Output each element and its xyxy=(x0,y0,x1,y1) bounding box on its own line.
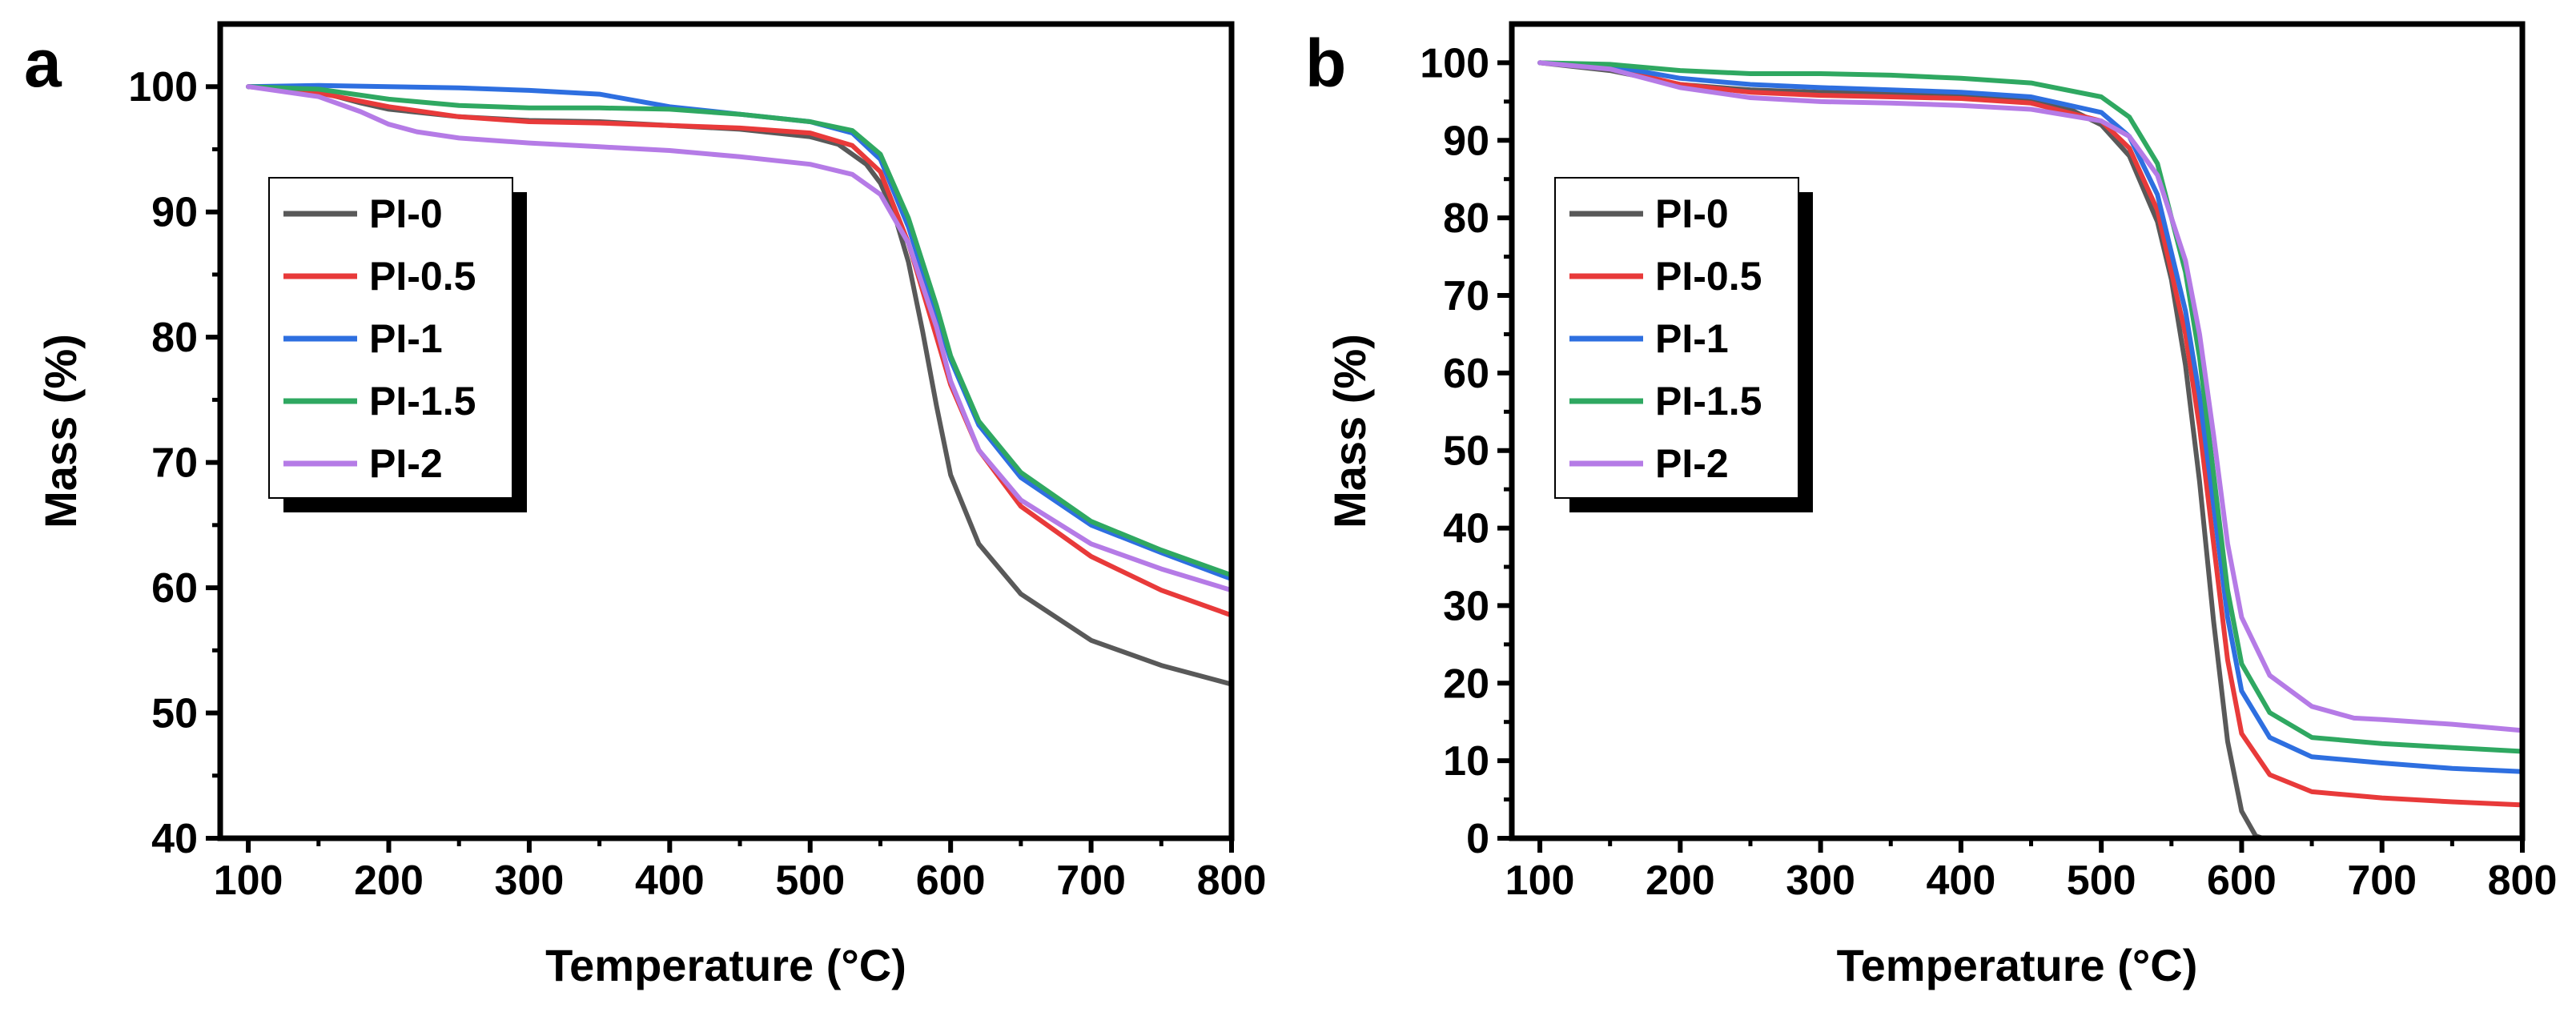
y-tick-label: 70 xyxy=(1443,273,1489,319)
x-tick-label: 500 xyxy=(775,857,845,904)
x-tick-label: 200 xyxy=(354,857,424,904)
legend: PI-0 PI-0.5 PI-1 PI-1.5 PI-2 xyxy=(1554,177,1813,512)
x-tick-label: 100 xyxy=(214,857,283,904)
legend: PI-0 PI-0.5 PI-1 PI-1.5 PI-2 xyxy=(268,177,527,512)
series-line-pi-1-5 xyxy=(246,84,1232,578)
x-tick-label: 600 xyxy=(2207,857,2277,904)
y-tick-label: 10 xyxy=(1443,738,1489,785)
legend-label: PI-0.5 xyxy=(1655,254,1762,299)
series-line-pi-1-5 xyxy=(1537,60,2522,754)
series-line-pi-0-5 xyxy=(246,84,1232,618)
x-axis-title: Temperature (°C) xyxy=(545,940,906,990)
series-line-pi-0-5 xyxy=(1537,60,2522,808)
x-tick-label: 800 xyxy=(1197,857,1267,904)
panel-a: 100 200 300 400 500 600 700 800 40 50 60 70 80 90 100 T… xyxy=(24,21,1267,990)
series-line-pi-0 xyxy=(1537,60,2265,838)
x-tick-label: 100 xyxy=(1505,857,1575,904)
x-axis-title: Temperature (°C) xyxy=(1837,940,2198,990)
panel-b: 100 200 300 400 500 600 700 800 0 10 20 30 40 50 60 70 8… xyxy=(1305,21,2558,990)
x-tick-label: 800 xyxy=(2488,857,2558,904)
series-line-pi-2 xyxy=(1537,60,2522,733)
y-tick-label: 80 xyxy=(151,315,198,361)
y-tick-label: 40 xyxy=(151,816,198,862)
legend-label: PI-0 xyxy=(369,191,443,236)
y-tick-label: 50 xyxy=(1443,428,1489,475)
y-tick-label: 90 xyxy=(151,190,198,236)
y-tick-label: 60 xyxy=(151,565,198,612)
x-tick-label: 600 xyxy=(916,857,986,904)
series-line-pi-2 xyxy=(246,84,1232,593)
y-tick-label: 60 xyxy=(1443,351,1489,397)
plot-frame xyxy=(1509,21,2526,841)
legend-label: PI-2 xyxy=(369,441,443,486)
x-tick-label: 300 xyxy=(1786,857,1855,904)
y-tick-label: 70 xyxy=(151,440,198,487)
x-tick-label: 300 xyxy=(495,857,565,904)
y-tick-label: 100 xyxy=(128,64,198,110)
x-tick-label: 700 xyxy=(1056,857,1126,904)
y-tick-label: 50 xyxy=(151,691,198,737)
legend-label: PI-0.5 xyxy=(369,254,476,299)
y-tick-label: 90 xyxy=(1443,118,1489,164)
legend-label: PI-1 xyxy=(1655,316,1729,361)
y-tick-label: 0 xyxy=(1466,816,1489,862)
panel-label: a xyxy=(24,26,62,101)
x-tick-label: 400 xyxy=(635,857,705,904)
series-line-pi-1 xyxy=(1537,60,2522,774)
plot-frame xyxy=(217,21,1235,841)
legend-label: PI-2 xyxy=(1655,441,1729,486)
legend-label: PI-0 xyxy=(1655,191,1729,236)
y-tick-label: 20 xyxy=(1443,661,1489,707)
legend-label: PI-1 xyxy=(369,316,443,361)
x-tick-label: 500 xyxy=(2067,857,2136,904)
panel-label: b xyxy=(1305,26,1346,101)
legend-label: PI-1.5 xyxy=(1655,379,1762,424)
x-tick-label: 200 xyxy=(1646,857,1715,904)
y-tick-label: 80 xyxy=(1443,195,1489,242)
x-tick-label: 400 xyxy=(1927,857,1996,904)
y-tick-label: 100 xyxy=(1420,40,1489,86)
y-axis-title: Mass (%) xyxy=(35,334,86,528)
x-tick-label: 700 xyxy=(2347,857,2417,904)
legend-label: PI-1.5 xyxy=(369,379,476,424)
y-axis-title: Mass (%) xyxy=(1324,334,1375,528)
y-tick-label: 40 xyxy=(1443,506,1489,552)
y-tick-label: 30 xyxy=(1443,583,1489,629)
